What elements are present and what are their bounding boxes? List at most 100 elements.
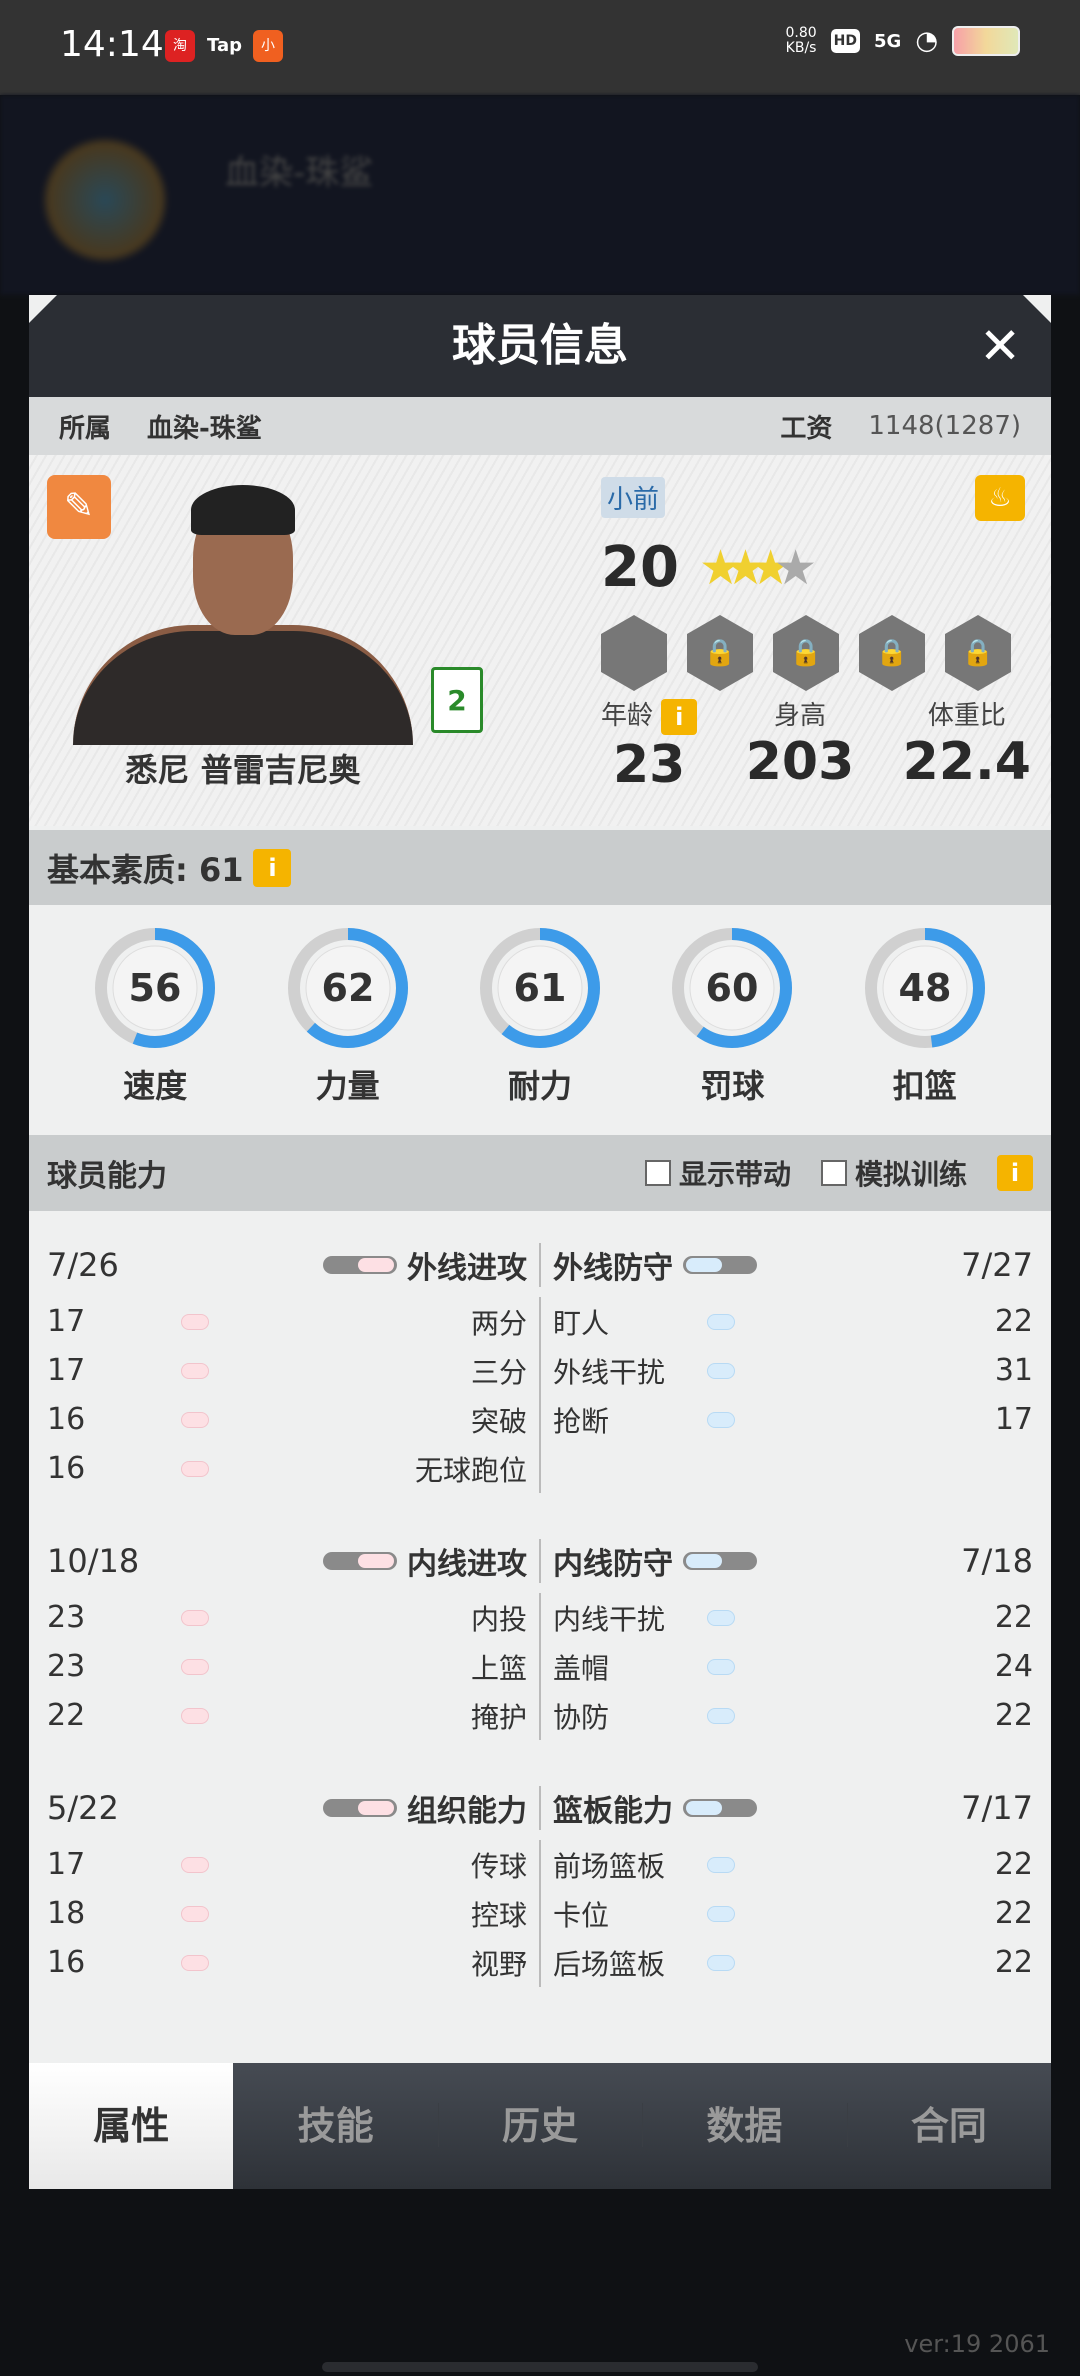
group-title-left: 组织能力: [407, 1794, 527, 1829]
stat-value: 17: [47, 1304, 86, 1339]
team-value: 血染-珠鲨: [147, 413, 262, 444]
home-indicator[interactable]: [322, 2362, 758, 2372]
gauge-value: 62: [321, 966, 374, 1010]
wifi-icon: ◔: [915, 26, 938, 56]
toggle-pill[interactable]: [683, 1799, 757, 1817]
stat-label: 视野: [470, 1947, 527, 1981]
fire-icon[interactable]: ♨: [975, 475, 1025, 521]
group-title-right: 内线防守: [553, 1547, 673, 1582]
gauge-label: 扣篮: [892, 1067, 957, 1105]
tab-0[interactable]: 属性: [29, 2063, 234, 2189]
lock-icon[interactable]: 🔒: [945, 615, 1011, 691]
badge-slot-icon[interactable]: [601, 615, 667, 691]
stat-label: 两分: [470, 1306, 527, 1340]
gauge-fill: [479, 928, 600, 1048]
tab-1[interactable]: 技能: [297, 2104, 374, 2148]
gauge-value: 61: [514, 966, 567, 1010]
stat-value: 17: [994, 1402, 1033, 1437]
gauge-2: 61 耐力: [475, 923, 605, 1135]
group-title-left: 外线进攻: [407, 1251, 527, 1286]
group-total-right: 7/27: [961, 1246, 1033, 1284]
info-icon[interactable]: i: [253, 848, 292, 887]
stat-indicator: [181, 1460, 209, 1477]
info-icon[interactable]: i: [661, 698, 698, 735]
toggle-pill[interactable]: [323, 1552, 397, 1570]
stat-label: 控球: [470, 1898, 527, 1932]
stat-indicator: [707, 1905, 735, 1922]
lock-icon[interactable]: 🔒: [859, 615, 925, 691]
net-speed: 0.80 KB/s: [785, 25, 817, 56]
bottom-tabs: 属性 技能 历史 数据 合同: [29, 2063, 1051, 2189]
team-label: 所属: [59, 413, 112, 444]
stat-indicator: [181, 1905, 209, 1922]
attribute-gauges: 56 速度 62 力量 61 耐力 60 罚球 48 扣篮: [29, 905, 1051, 1135]
stat-label: 传球: [470, 1849, 527, 1883]
group-total-right: 7/18: [961, 1542, 1033, 1580]
stat-indicator: [181, 1856, 209, 1873]
group-total-right: 7/17: [961, 1789, 1033, 1827]
lock-icon[interactable]: 🔒: [687, 615, 753, 691]
basic-attributes-bar: 基本素质: 61 i: [29, 830, 1051, 905]
ability-row: 17 传球 前场篮板 22: [47, 1840, 1033, 1889]
stat-value: 22: [994, 1698, 1033, 1733]
lock-icon[interactable]: 🔒: [773, 615, 839, 691]
stat-indicator: [707, 1658, 735, 1675]
clock: 14:14: [60, 24, 164, 65]
stat-label: 盯人: [553, 1306, 610, 1340]
gauge-ring: 60: [672, 928, 793, 1048]
ability-row: 22 掩护 协防 22: [47, 1691, 1033, 1740]
gauge-value: 48: [898, 966, 951, 1010]
gauge-fill: [287, 928, 408, 1048]
show-boost-checkbox[interactable]: 显示带动: [644, 1153, 791, 1193]
stat-value: 17: [47, 1353, 86, 1388]
toggle-pill[interactable]: [323, 1256, 397, 1274]
status-bar: 14:14 淘 Tap 小 0.80 KB/s HD 5G ◔: [0, 0, 1080, 95]
gauge-value: 56: [129, 966, 182, 1010]
stat-indicator: [181, 1411, 209, 1428]
ability-row: 16 突破 抢断 17: [47, 1395, 1033, 1444]
tab-4[interactable]: 合同: [846, 2063, 1051, 2189]
stat-value: 22: [47, 1698, 86, 1733]
height-label: 身高: [773, 701, 826, 731]
stat-indicator: [707, 1609, 735, 1626]
star-icon: ★: [749, 540, 792, 596]
gauge-ring: 61: [479, 928, 600, 1048]
team-logo: [40, 135, 170, 265]
stat-indicator: [181, 1609, 209, 1626]
gauge-label: 力量: [315, 1067, 380, 1105]
group-title-right: 外线防守: [553, 1251, 673, 1286]
stat-indicator: [707, 1856, 735, 1873]
stat-value: 16: [47, 1402, 86, 1437]
stat-indicator: [707, 1707, 735, 1724]
toggle-pill[interactable]: [683, 1552, 757, 1570]
stat-label: 抢断: [553, 1404, 610, 1438]
badge-slots: 🔒 🔒 🔒 🔒: [601, 615, 1011, 691]
stat-value: 22: [994, 1847, 1033, 1882]
group-title-left: 内线进攻: [407, 1547, 527, 1582]
tab-3[interactable]: 数据: [642, 2063, 846, 2189]
edit-profile-icon[interactable]: ✎: [47, 475, 111, 539]
weight-ratio-label: 体重比: [927, 701, 1006, 731]
stat-label: 上篮: [470, 1651, 527, 1685]
stat-value: 23: [47, 1600, 86, 1635]
stat-label: 突破: [470, 1404, 527, 1438]
toggle-pill[interactable]: [683, 1256, 757, 1274]
gauge-ring: 48: [864, 928, 985, 1048]
info-icon[interactable]: i: [997, 1155, 1033, 1191]
info-row: 所属 血染-珠鲨 工资 1148(1287): [29, 397, 1051, 455]
sim-train-checkbox[interactable]: 模拟训练: [820, 1153, 967, 1193]
ability-row: 23 上篮 盖帽 24: [47, 1642, 1033, 1691]
ability-row: 23 内投 内线干扰 22: [47, 1593, 1033, 1642]
tab-2[interactable]: 历史: [437, 2063, 642, 2189]
ability-row: 16 视野 后场篮板 22: [47, 1938, 1033, 1987]
gauge-1: 62 力量: [283, 923, 413, 1135]
close-icon[interactable]: ✕: [979, 317, 1021, 375]
age-label: 年龄: [601, 701, 654, 731]
taptap-icon: Tap: [207, 35, 242, 56]
stat-label: 外线干扰: [553, 1355, 666, 1389]
age-value: 23: [612, 734, 686, 795]
toggle-pill[interactable]: [323, 1799, 397, 1817]
ability-row: 16 无球跑位: [47, 1444, 1033, 1493]
star-icon: ★: [699, 540, 742, 596]
stat-indicator: [181, 1954, 209, 1971]
